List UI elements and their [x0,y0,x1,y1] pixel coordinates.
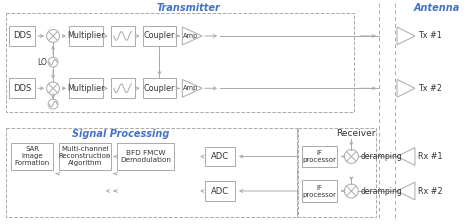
Bar [117,143,174,170]
Bar [111,26,135,46]
Bar [59,143,111,170]
Bar [301,146,337,167]
Bar [298,128,376,217]
Text: deramping: deramping [360,187,402,196]
Text: Rx #2: Rx #2 [418,187,443,196]
Text: DDS: DDS [13,31,31,41]
Text: Amp: Amp [183,33,198,39]
Text: Coupler: Coupler [144,84,175,93]
Bar [6,13,354,112]
Text: Coupler: Coupler [144,31,175,41]
Text: Multiplier: Multiplier [67,84,105,93]
Bar [69,78,103,98]
Text: Antenna: Antenna [414,3,460,13]
Text: deramping: deramping [360,152,402,161]
Bar [205,181,235,201]
Text: ADC: ADC [211,187,229,196]
Text: Amp: Amp [183,85,198,91]
Bar [11,143,53,170]
Text: Receiver: Receiver [337,129,376,138]
Bar [205,146,235,166]
Text: Transmitter: Transmitter [156,3,220,13]
Bar [9,78,35,98]
Text: ADC: ADC [211,152,229,161]
Bar [143,78,176,98]
Text: Tx #2: Tx #2 [418,84,442,93]
Bar [111,78,135,98]
Text: SAR
Image
Formation: SAR Image Formation [15,146,50,166]
Text: BFD FMCW
Demodulation: BFD FMCW Demodulation [120,150,171,163]
Text: Multiplier: Multiplier [67,31,105,41]
Bar [301,180,337,202]
Text: Tx #1: Tx #1 [418,31,442,41]
Text: Multi-channel
Reconstruction
Algorithm: Multi-channel Reconstruction Algorithm [59,146,111,166]
Bar [143,26,176,46]
Text: IF
processor: IF processor [302,185,337,198]
Bar [9,26,35,46]
Text: LO: LO [37,58,47,67]
Text: IF
processor: IF processor [302,150,337,163]
Text: Signal Processing: Signal Processing [72,129,169,139]
Text: DDS: DDS [13,84,31,93]
Bar [69,26,103,46]
Text: Rx #1: Rx #1 [418,152,442,161]
Bar [6,128,297,217]
